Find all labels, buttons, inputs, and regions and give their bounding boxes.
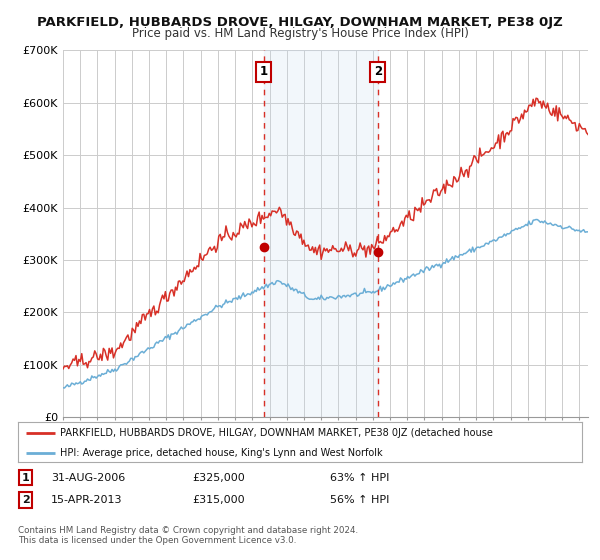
Text: Price paid vs. HM Land Registry's House Price Index (HPI): Price paid vs. HM Land Registry's House … [131,27,469,40]
Text: £315,000: £315,000 [192,495,245,505]
Text: Contains HM Land Registry data © Crown copyright and database right 2024.: Contains HM Land Registry data © Crown c… [18,526,358,535]
Text: 1: 1 [260,65,268,78]
Text: 1: 1 [22,473,29,483]
Text: HPI: Average price, detached house, King's Lynn and West Norfolk: HPI: Average price, detached house, King… [60,448,383,458]
Bar [264,50,378,417]
Text: 31-AUG-2006: 31-AUG-2006 [51,473,125,483]
Text: 2: 2 [374,65,382,78]
Text: 56% ↑ HPI: 56% ↑ HPI [330,495,389,505]
Text: PARKFIELD, HUBBARDS DROVE, HILGAY, DOWNHAM MARKET, PE38 0JZ: PARKFIELD, HUBBARDS DROVE, HILGAY, DOWNH… [37,16,563,29]
Text: £325,000: £325,000 [192,473,245,483]
Text: 63% ↑ HPI: 63% ↑ HPI [330,473,389,483]
Text: This data is licensed under the Open Government Licence v3.0.: This data is licensed under the Open Gov… [18,536,296,545]
Text: 2: 2 [22,495,29,505]
Text: PARKFIELD, HUBBARDS DROVE, HILGAY, DOWNHAM MARKET, PE38 0JZ (detached house: PARKFIELD, HUBBARDS DROVE, HILGAY, DOWNH… [60,428,493,438]
Text: 15-APR-2013: 15-APR-2013 [51,495,122,505]
